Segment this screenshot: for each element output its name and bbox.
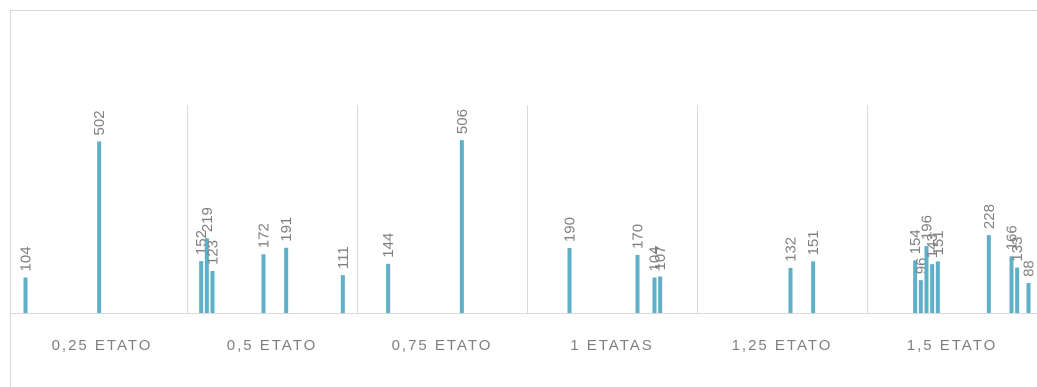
value-label: 506 xyxy=(454,109,471,134)
value-label: 132 xyxy=(783,237,800,262)
value-label: 107 xyxy=(652,245,669,270)
value-label: 196 xyxy=(919,215,936,240)
value-label: 191 xyxy=(278,217,295,242)
bar xyxy=(986,235,991,313)
value-label: 170 xyxy=(630,224,647,249)
value-label: 104 xyxy=(647,246,664,271)
value-label: 88 xyxy=(1021,260,1037,277)
bar xyxy=(204,238,209,313)
group-label: 0,75 ETATO xyxy=(392,337,493,354)
value-label: 154 xyxy=(907,229,924,254)
bar xyxy=(386,263,391,313)
bar xyxy=(635,254,640,313)
bar xyxy=(930,264,935,313)
group-label: 1,5 ETATO xyxy=(907,337,998,354)
bar xyxy=(1026,282,1031,313)
value-label: 123 xyxy=(205,240,222,265)
value-label: 104 xyxy=(18,246,35,271)
value-label: 219 xyxy=(199,207,216,232)
bar xyxy=(658,276,663,313)
bar xyxy=(1015,267,1020,313)
value-label: 143 xyxy=(924,233,941,258)
bar xyxy=(284,247,289,313)
bar xyxy=(913,260,918,313)
value-label: 111 xyxy=(335,246,352,269)
value-label: 166 xyxy=(1004,225,1021,250)
bar xyxy=(199,261,204,313)
value-label: 172 xyxy=(256,223,273,248)
value-label: 151 xyxy=(805,230,822,255)
bar xyxy=(935,261,940,313)
bar xyxy=(340,275,345,313)
bar xyxy=(210,270,215,313)
bar xyxy=(811,261,816,313)
bar xyxy=(918,280,923,313)
value-label: 133 xyxy=(1009,237,1026,262)
value-label: 144 xyxy=(380,233,397,258)
bar xyxy=(23,277,28,313)
value-label: 502 xyxy=(91,110,108,135)
group-label: 1 ETATAS xyxy=(570,337,654,354)
bar xyxy=(459,140,464,313)
value-label: 151 xyxy=(930,230,947,255)
group-label: 0,5 ETATO xyxy=(227,337,318,354)
bar xyxy=(1009,256,1014,313)
plot-border xyxy=(10,10,1037,387)
value-label: 228 xyxy=(981,204,998,229)
group-label: 1,25 ETATO xyxy=(732,337,833,354)
bar xyxy=(652,277,657,313)
bar xyxy=(567,248,572,313)
bar xyxy=(97,141,102,313)
bar xyxy=(924,246,929,313)
bar xyxy=(261,254,266,313)
group-label: 0,25 ETATO xyxy=(52,337,153,354)
value-label: 190 xyxy=(562,217,579,242)
bar xyxy=(788,267,793,313)
